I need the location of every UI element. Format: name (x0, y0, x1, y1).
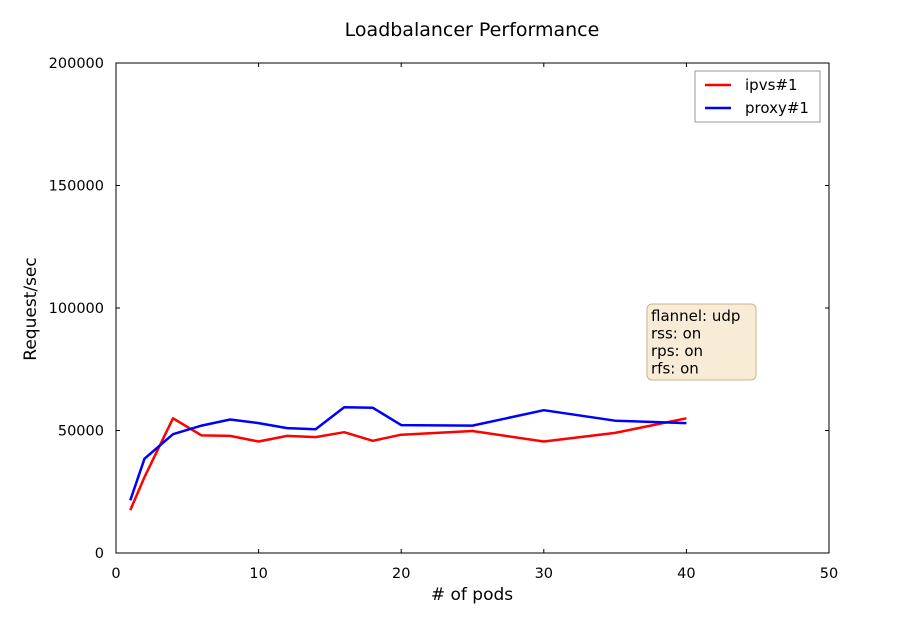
legend: ipvs#1 proxy#1 (694, 70, 821, 123)
x-tick-label: 40 (677, 566, 695, 582)
x-tick-label: 30 (535, 566, 553, 582)
x-tick-label: 50 (820, 566, 838, 582)
y-tick-label: 150000 (49, 179, 104, 195)
x-tick-label: 0 (111, 566, 120, 582)
y-tick-label: 0 (95, 546, 104, 562)
legend-frame (694, 70, 821, 123)
y-tick-label: 100000 (49, 301, 104, 317)
annotation-line: flannel: udp (651, 307, 740, 325)
legend-label: proxy#1 (745, 99, 809, 117)
x-tick-label: 10 (249, 566, 267, 582)
x-tick-label: 20 (392, 566, 410, 582)
y-tick-label: 50000 (58, 424, 104, 440)
annotation-line: rps: on (651, 342, 703, 360)
x-axis-label: # of pods (431, 585, 513, 605)
annotation-line: rfs: on (651, 360, 699, 378)
series-line-proxy-1 (129, 405, 687, 501)
y-tick-label: 200000 (49, 56, 104, 72)
y-axis-label: Request/sec (21, 257, 41, 360)
series-line-ipvs-1 (129, 417, 687, 511)
series-layer (129, 405, 687, 511)
annotation-background (646, 303, 757, 381)
legend-label: ipvs#1 (745, 76, 798, 94)
axis-ticks: 0 10 20 30 40 50 0 50000 100000 150000 200000 (49, 56, 839, 582)
annotation-line: rss: on (651, 325, 701, 343)
chart-title: Loadbalancer Performance (345, 19, 600, 41)
